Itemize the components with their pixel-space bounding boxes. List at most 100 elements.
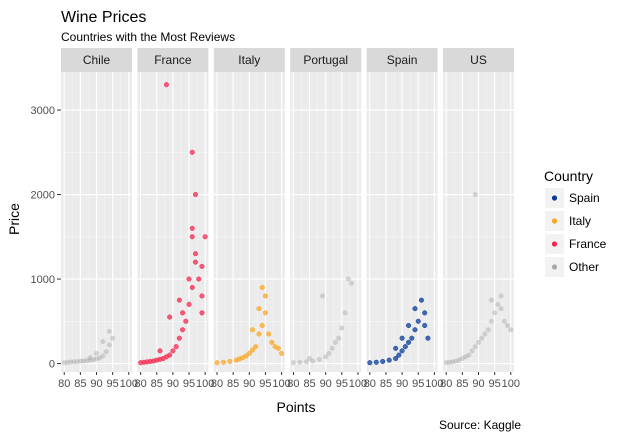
data-point [498,293,504,299]
x-tick-label: 80 [211,378,223,390]
x-tick-label: 85 [227,378,239,390]
data-point [246,350,252,356]
data-point [399,348,405,354]
x-axis-title: Points [277,399,316,415]
x-tick-label: 80 [287,378,299,390]
data-point [176,335,182,341]
data-point [262,310,268,316]
x-tick-label: 90 [472,378,484,390]
legend-swatch [551,264,558,270]
data-point [463,354,469,360]
data-point [501,318,507,324]
data-point [342,310,348,316]
x-tick-label: 90 [396,378,408,390]
facet-label: Italy [238,53,260,67]
y-axis: 0 1000 2000 3000 [31,105,61,371]
data-point [269,339,275,345]
data-point [186,276,192,282]
data-point [220,359,227,365]
data-point [189,149,195,155]
data-point [409,335,415,341]
x-tick-label: 80 [135,378,147,390]
data-point [393,355,399,362]
x-tick-label: 100 [502,378,520,390]
data-point [402,344,408,350]
data-point [495,301,501,307]
data-point [373,359,379,365]
data-point [412,327,418,333]
data-point [74,359,80,365]
data-point [249,347,256,353]
data-point [386,357,392,363]
data-point [202,234,208,240]
data-point [64,359,71,365]
data-point [466,352,472,358]
data-point [399,335,405,341]
data-point [180,327,186,333]
data-point [303,359,309,365]
legend-swatch [551,241,558,247]
data-point [106,328,112,334]
x-tick-label: 95 [336,378,348,390]
x-tick-label: 85 [151,378,163,390]
data-point [192,259,199,265]
panel-france: France 80 85 90 95 100 [135,48,214,390]
data-point [485,327,491,333]
data-point [189,225,195,231]
data-point [297,359,303,365]
legend-item-spain: Spain [545,188,600,208]
data-point [396,352,402,358]
legend-swatch [551,218,558,224]
data-point [336,335,342,341]
facet-label: Spain [387,53,418,67]
data-point [214,360,220,366]
facet-label: Portugal [303,53,348,67]
data-point [93,356,100,362]
data-point [469,348,475,354]
data-point [103,349,109,355]
x-tick-label: 100 [425,378,443,390]
facet-strip [366,48,438,72]
y-tick-label: 2000 [31,190,55,202]
x-tick-label: 90 [167,378,179,390]
data-point [87,355,93,361]
data-point [275,345,281,351]
legend-label: Spain [569,191,600,205]
data-point [87,357,93,363]
legend-item-france: France [545,234,607,254]
data-point [157,348,163,354]
x-tick-label: 80 [58,378,70,390]
facet-strip [443,48,514,72]
data-point [110,335,116,341]
facet-strip [213,48,285,72]
y-axis-title: Price [6,203,22,235]
data-point [68,359,74,365]
data-point [406,339,412,345]
data-point [504,322,511,329]
x-tick-label: 95 [183,378,195,390]
facet-strip [137,48,209,72]
data-point [326,350,332,356]
chart-title: Wine Prices [61,9,146,26]
legend-label: Other [569,260,599,274]
legend-item-other: Other [545,257,599,277]
y-tick-label: 0 [49,359,55,371]
x-tick-label: 80 [440,378,452,390]
data-point [393,345,399,351]
data-point [106,342,112,348]
data-point [262,293,268,299]
x-tick-label: 85 [303,378,315,390]
x-tick-label: 95 [107,378,119,390]
data-point [418,297,425,303]
data-point [310,358,316,364]
data-point [422,310,428,316]
x-tick-label: 100 [196,378,214,390]
data-point [167,352,173,358]
y-tick-label: 1000 [31,274,55,286]
x-tick-label: 95 [259,378,271,390]
panel-spain: Spain 80 85 90 95 100 [364,48,444,390]
facet-label: France [154,53,192,67]
data-point [332,339,338,345]
data-point [259,322,265,329]
